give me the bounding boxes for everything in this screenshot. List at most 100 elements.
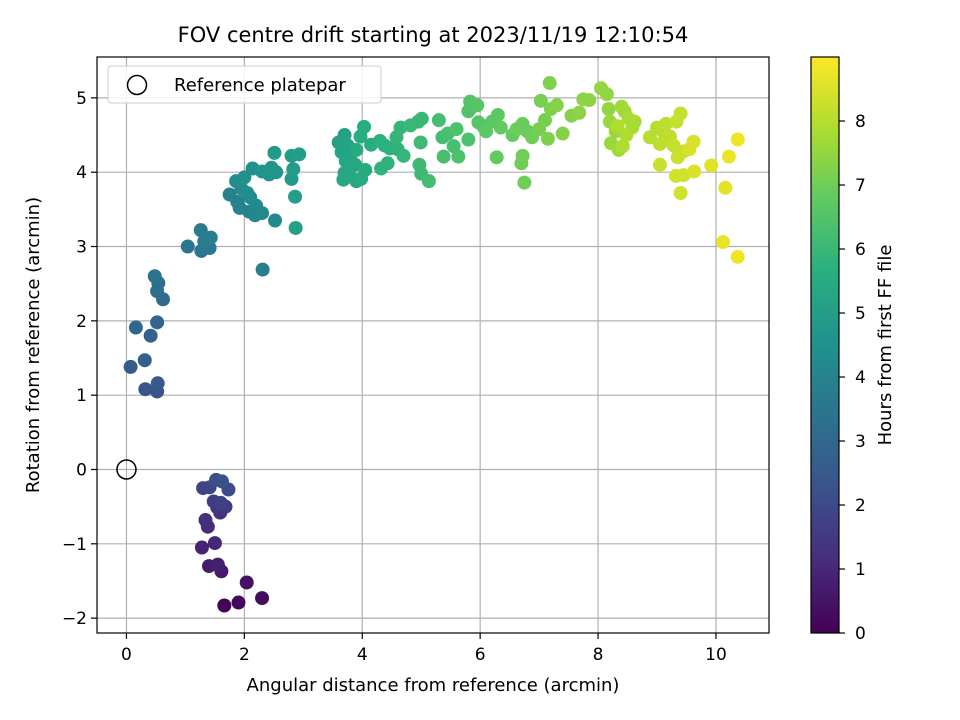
data-point	[349, 142, 364, 157]
data-point	[180, 239, 195, 254]
colorbar-tick-label: 2	[855, 496, 866, 516]
data-point	[490, 107, 505, 122]
data-point	[493, 120, 508, 135]
data-point	[652, 136, 667, 151]
data-point	[358, 162, 373, 177]
data-point	[194, 540, 209, 555]
data-point	[288, 189, 303, 204]
x-axis-ticks: 0 2 4 6 8 10	[121, 633, 727, 665]
data-point	[357, 119, 372, 134]
x-tick-label: 6	[475, 645, 486, 665]
colorbar-tick-label: 5	[855, 304, 866, 324]
y-tick-label: −1	[62, 535, 87, 555]
data-point	[610, 119, 625, 134]
data-point	[687, 164, 702, 179]
data-points	[123, 76, 745, 613]
data-point	[147, 269, 162, 284]
data-point	[619, 128, 634, 143]
x-tick-label: 8	[593, 645, 604, 665]
data-point	[470, 98, 485, 113]
reference-marker	[116, 459, 137, 480]
legend-entry-reference: Reference platepar	[174, 75, 346, 96]
data-point	[436, 149, 451, 164]
data-point	[673, 186, 688, 201]
x-tick-label: 4	[357, 645, 368, 665]
data-point	[721, 149, 736, 164]
x-axis-label: Angular distance from reference (arcmin)	[247, 675, 620, 696]
data-point	[396, 148, 411, 163]
data-point	[431, 113, 446, 128]
y-tick-label: 3	[76, 238, 87, 258]
data-point	[210, 557, 225, 572]
data-point	[538, 113, 552, 128]
y-tick-label: 4	[76, 163, 87, 183]
data-point	[255, 591, 270, 606]
data-point	[198, 513, 213, 528]
data-point	[514, 156, 529, 171]
data-point	[572, 105, 587, 120]
colorbar-tick-label: 6	[855, 240, 866, 260]
data-point	[231, 595, 246, 610]
data-point	[413, 135, 428, 150]
data-point	[449, 122, 464, 137]
data-point	[128, 320, 143, 335]
plot-frame	[96, 56, 770, 634]
data-point	[267, 145, 282, 160]
colorbar-tick-label: 8	[855, 112, 866, 132]
data-point	[446, 139, 461, 154]
data-point	[193, 223, 208, 238]
data-point	[704, 158, 719, 173]
data-point	[642, 130, 657, 145]
data-point	[213, 495, 228, 510]
data-point	[207, 536, 222, 551]
colorbar-tick-label: 4	[855, 368, 866, 388]
data-point	[599, 87, 614, 102]
data-point	[214, 474, 229, 489]
data-point	[380, 156, 395, 171]
data-point	[601, 102, 616, 117]
y-tick-label: 0	[76, 460, 87, 480]
data-point	[542, 76, 557, 91]
data-point	[658, 116, 673, 131]
data-point	[730, 132, 745, 147]
x-tick-label: 10	[705, 645, 727, 665]
data-point	[240, 186, 255, 201]
data-point	[676, 168, 691, 183]
data-point	[255, 262, 270, 277]
chart-title: FOV centre drift starting at 2023/11/19 …	[178, 23, 689, 47]
colorbar-label: Hours from first FF file	[875, 245, 896, 446]
data-point	[138, 382, 153, 397]
data-point	[239, 575, 254, 590]
data-point	[615, 139, 630, 154]
data-point	[203, 230, 218, 245]
data-point	[718, 180, 733, 195]
data-point	[652, 157, 667, 172]
data-point	[686, 134, 701, 149]
data-point	[268, 213, 283, 228]
data-point	[540, 131, 555, 146]
y-axis-label: Rotation from reference (arcmin)	[23, 197, 44, 493]
data-point	[461, 132, 476, 147]
data-point	[286, 162, 301, 177]
data-point	[627, 114, 642, 129]
data-point	[237, 170, 252, 185]
data-point	[123, 359, 138, 374]
data-point	[451, 149, 466, 164]
data-point	[292, 147, 307, 162]
y-tick-label: −2	[62, 609, 87, 629]
legend-box	[107, 65, 382, 104]
data-point	[730, 249, 745, 264]
data-point	[421, 174, 436, 189]
colorbar-ticks: 0 1 2 3 4 5 6 7 8	[839, 112, 866, 644]
data-point	[582, 93, 597, 108]
data-point	[716, 235, 731, 250]
data-point	[143, 328, 158, 343]
colorbar-tick-label: 0	[855, 624, 866, 644]
data-point	[414, 111, 429, 126]
legend: Reference platepar	[107, 65, 382, 104]
data-point	[150, 315, 165, 330]
data-point	[555, 126, 570, 141]
data-point	[217, 598, 232, 613]
data-point	[137, 353, 152, 368]
